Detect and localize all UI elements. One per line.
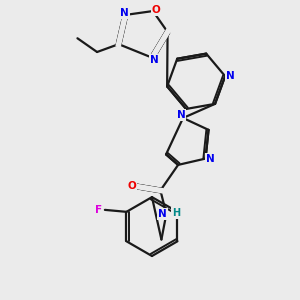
Text: O: O [152,5,160,15]
Text: N: N [120,8,129,18]
Text: N: N [226,71,234,81]
Text: N: N [158,209,167,219]
Text: F: F [95,205,103,215]
Text: N: N [150,55,158,64]
Text: N: N [177,110,185,120]
Text: N: N [206,154,215,164]
Text: H: H [172,208,180,218]
Text: O: O [128,181,136,190]
